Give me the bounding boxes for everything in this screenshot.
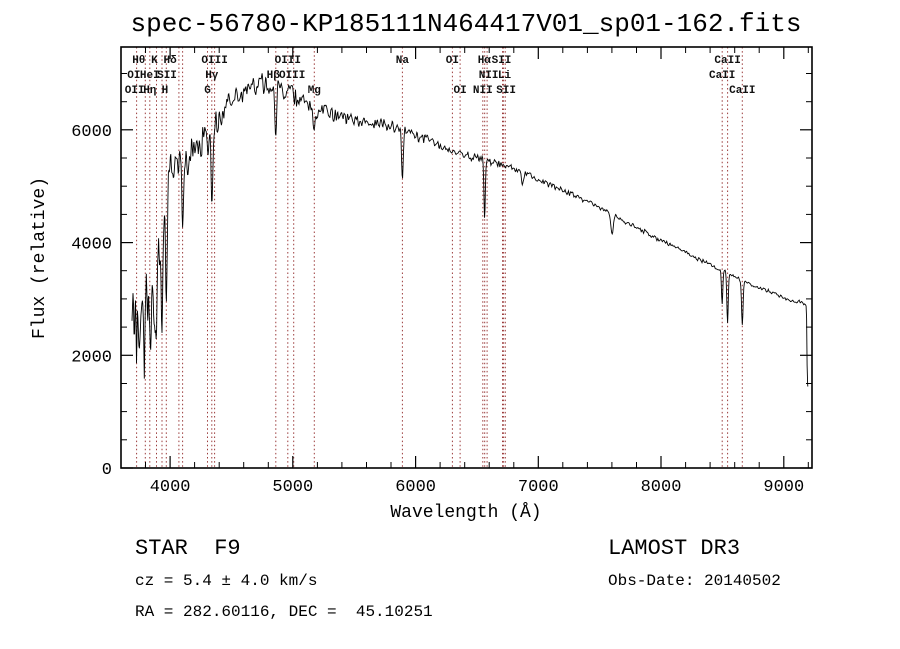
plot-title: spec-56780-KP185111N464417V01_sp01-162.f…: [131, 9, 802, 39]
spectral-line-label: CaII: [729, 85, 755, 97]
y-axis-label: Flux (relative): [30, 177, 50, 339]
ra-dec-value: RA = 282.60116, DEC = 45.10251: [135, 603, 433, 621]
spectral-line-label: G: [204, 85, 211, 97]
y-tick-label: 0: [102, 461, 112, 480]
x-axis-label: Wavelength (Å): [390, 502, 541, 523]
x-tick-label: 7000: [518, 478, 559, 497]
x-tick-label: 6000: [395, 478, 436, 497]
spectral-line-label: NII: [479, 70, 499, 82]
spectral-line-label: CaII: [709, 70, 735, 82]
spectral-line-label: Li: [498, 70, 512, 82]
x-tick-label: 5000: [272, 478, 313, 497]
spectral-line-label: OI: [453, 85, 466, 97]
spectral-line-label: OI: [127, 70, 140, 82]
obs-date: Obs-Date: 20140502: [608, 572, 781, 590]
survey-name: LAMOST DR3: [608, 536, 741, 561]
object-class-label: STAR F9: [135, 536, 241, 561]
spectral-line-label: NII: [473, 85, 493, 97]
cz-value: cz = 5.4 ± 4.0 km/s: [135, 572, 318, 590]
spectral-line-label: SII: [157, 70, 177, 82]
spectral-line-label: OIII: [201, 55, 227, 67]
spectral-line-label: Hβ: [267, 70, 281, 82]
spectral-line-label: Hα: [478, 55, 492, 67]
x-tick-label: 4000: [150, 478, 191, 497]
x-tick-label: 9000: [763, 478, 804, 497]
y-tick-label: 2000: [71, 348, 112, 367]
x-tick-label: 8000: [641, 478, 682, 497]
spectral-line-label: Na: [396, 55, 410, 67]
spectral-line-label: OIII: [275, 55, 301, 67]
spectral-line-label: OIII: [279, 70, 305, 82]
spectral-line-label: SII: [492, 55, 512, 67]
spectral-line-label: Hθ: [132, 55, 145, 67]
spectral-line-label: SII: [496, 85, 516, 97]
spectral-line-label: Hδ: [163, 55, 177, 67]
spectral-line-label: OII: [125, 85, 145, 97]
y-tick-label: 4000: [71, 236, 112, 255]
spectral-line-label: Hγ: [205, 70, 219, 82]
spectral-line-label: Hη: [143, 85, 156, 97]
spectral-line-label: CaII: [714, 55, 740, 67]
plot-frame: [120, 46, 813, 469]
spectrum-line: [131, 73, 809, 387]
spectral-line-label: OI: [446, 55, 459, 67]
y-tick-label: 6000: [71, 123, 112, 142]
spectral-line-label: H: [162, 85, 169, 97]
spectral-line-label: K: [151, 55, 158, 67]
spectral-line-label: Mg: [308, 85, 321, 97]
spectral-line-label: HeI: [140, 70, 160, 82]
